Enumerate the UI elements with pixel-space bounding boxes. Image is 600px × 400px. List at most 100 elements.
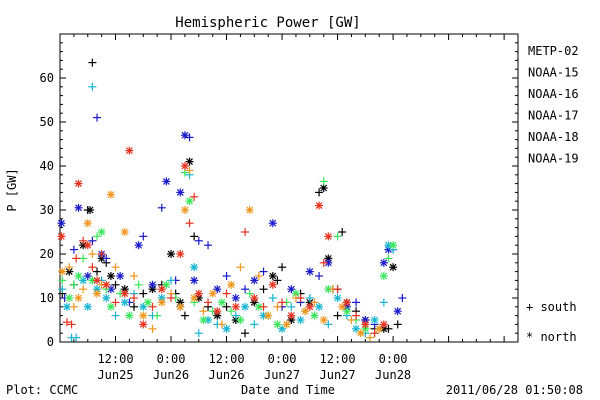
data-point xyxy=(268,294,277,302)
data-point xyxy=(222,302,231,311)
data-point xyxy=(319,177,328,186)
data-point xyxy=(97,228,106,236)
data-point xyxy=(185,166,194,175)
data-point xyxy=(384,324,393,333)
data-point xyxy=(268,272,277,280)
plot-credit: Plot: CCMC xyxy=(6,383,78,397)
data-point xyxy=(217,298,226,307)
data-point xyxy=(310,311,319,320)
data-point xyxy=(315,302,324,311)
data-point xyxy=(379,272,388,280)
data-point xyxy=(88,263,97,272)
data-point xyxy=(204,241,213,250)
data-point xyxy=(106,190,115,199)
data-point xyxy=(125,311,134,320)
legend-entry: NOAA-15 xyxy=(528,66,579,80)
data-point xyxy=(268,219,277,228)
data-point xyxy=(231,311,240,320)
data-point xyxy=(370,316,379,324)
data-point xyxy=(259,285,268,294)
data-point xyxy=(268,280,277,289)
data-point xyxy=(305,302,314,311)
data-point xyxy=(250,294,259,302)
data-point xyxy=(370,329,379,338)
data-point xyxy=(254,272,263,280)
data-point xyxy=(58,276,67,285)
data-point xyxy=(157,203,166,212)
data-point xyxy=(74,272,83,280)
data-point xyxy=(324,232,333,241)
series-legend: METP-02 NOAA-15 NOAA-16 NOAA-17 NOAA-18 NOAA-… xyxy=(528,44,579,166)
x-tick-label: 0:00 xyxy=(268,352,297,366)
x-tick-date-label: Jun28 xyxy=(375,368,411,382)
data-point xyxy=(250,320,259,329)
data-point xyxy=(153,311,162,320)
x-tick-label: 12:00 xyxy=(320,352,356,366)
y-tick-label: 50 xyxy=(40,115,54,129)
data-point xyxy=(333,294,342,302)
data-point xyxy=(315,201,324,210)
plot-border xyxy=(59,33,519,343)
data-point xyxy=(139,232,148,241)
data-point xyxy=(190,232,199,241)
data-point xyxy=(199,307,208,316)
data-point xyxy=(356,329,365,338)
data-point xyxy=(222,324,231,333)
data-point xyxy=(347,316,356,324)
data-point xyxy=(79,254,88,263)
data-point xyxy=(199,316,208,324)
data-point xyxy=(143,298,152,307)
data-point xyxy=(93,289,102,298)
y-tick-label: 0 xyxy=(47,335,54,349)
data-point xyxy=(180,206,189,214)
data-point xyxy=(180,162,189,170)
data-point xyxy=(241,285,250,294)
data-point xyxy=(278,263,287,272)
data-point xyxy=(130,302,139,311)
data-point xyxy=(157,285,166,294)
y-tick-label: 30 xyxy=(40,203,54,217)
timestamp: 2011/06/28 01:50:08 xyxy=(446,383,583,397)
data-point xyxy=(58,267,67,276)
data-point xyxy=(379,298,388,307)
data-point xyxy=(69,302,78,311)
data-point xyxy=(204,298,213,307)
data-point xyxy=(65,263,74,272)
data-point xyxy=(148,324,157,333)
data-point xyxy=(102,294,111,302)
data-point xyxy=(352,311,361,320)
data-point xyxy=(111,298,120,307)
legend-entry: METP-02 xyxy=(528,44,579,58)
legend-entry: NOAA-16 xyxy=(528,87,579,101)
y-tick-label: 40 xyxy=(40,159,54,173)
data-point xyxy=(393,320,402,329)
data-point xyxy=(208,289,217,298)
x-tick-label: 0:00 xyxy=(379,352,408,366)
data-point xyxy=(134,241,143,250)
data-point xyxy=(57,219,66,228)
data-point xyxy=(259,267,268,276)
data-point xyxy=(296,294,305,302)
x-tick-date-label: Jun27 xyxy=(264,368,300,382)
data-point xyxy=(102,254,111,263)
data-point xyxy=(97,250,106,258)
data-point xyxy=(389,241,398,250)
data-point xyxy=(393,307,402,316)
y-tick-label: 10 xyxy=(40,291,54,305)
data-point xyxy=(62,318,71,327)
data-point xyxy=(167,250,176,258)
data-point xyxy=(254,302,263,311)
data-point xyxy=(93,276,102,285)
data-point xyxy=(241,302,250,311)
data-point xyxy=(134,280,143,289)
data-point xyxy=(287,302,296,311)
x-tick-date-label: Jun26 xyxy=(208,368,244,382)
data-point xyxy=(88,82,97,91)
data-point xyxy=(227,280,236,289)
legend-entry: NOAA-18 xyxy=(528,130,579,144)
data-point xyxy=(361,320,370,329)
data-point xyxy=(72,254,81,263)
data-point xyxy=(57,232,66,241)
data-point xyxy=(148,280,157,289)
